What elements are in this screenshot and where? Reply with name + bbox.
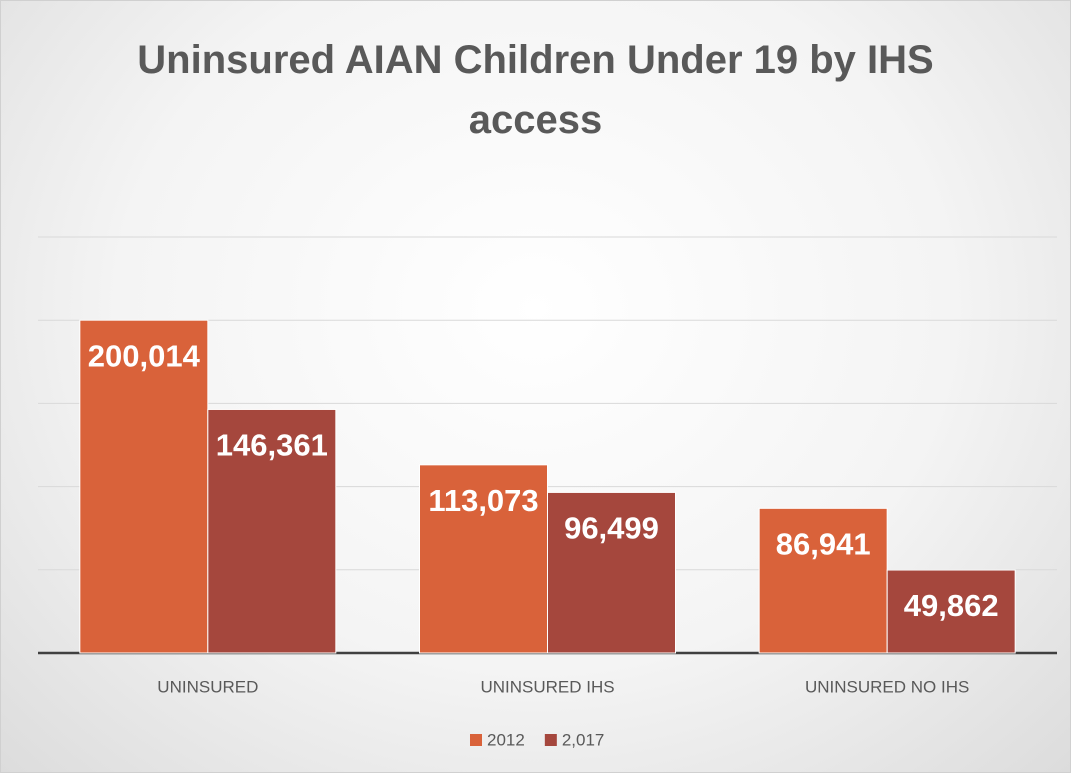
legend-label: 2012 — [487, 730, 525, 749]
legend-label: 2,017 — [562, 730, 605, 749]
bar — [547, 491, 676, 654]
chart-title: Uninsured AIAN Children Under 19 by IHS … — [137, 38, 934, 142]
bar — [419, 464, 548, 654]
data-label: 49,862 — [904, 588, 999, 623]
data-label: 96,499 — [564, 511, 659, 546]
x-tick-label: UNINSURED IHS — [480, 677, 614, 696]
data-label: 86,941 — [776, 527, 871, 562]
bar — [758, 507, 888, 654]
x-tick-label: UNINSURED NO IHS — [805, 677, 969, 696]
data-label: 146,361 — [216, 428, 328, 463]
bar — [79, 319, 209, 654]
data-label: 200,014 — [88, 338, 201, 373]
legend-swatch — [544, 734, 557, 746]
bar — [886, 569, 1016, 654]
legend-swatch — [470, 734, 482, 746]
data-label: 113,073 — [428, 483, 538, 518]
x-tick-label: UNINSURED — [157, 677, 258, 696]
bar — [207, 408, 337, 654]
